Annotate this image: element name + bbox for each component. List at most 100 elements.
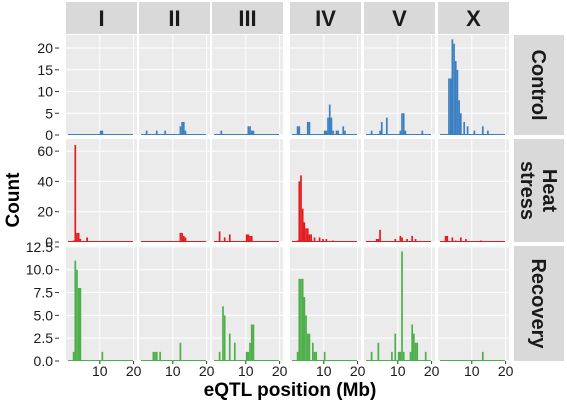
facet-panel bbox=[364, 139, 435, 243]
histogram-bar bbox=[152, 351, 155, 361]
y-tick-label: 0 bbox=[45, 127, 53, 143]
x-axis-title: eQTL position (Mb) bbox=[204, 380, 377, 401]
histogram-bar bbox=[300, 278, 302, 361]
histogram-bar bbox=[159, 351, 161, 361]
histogram-bar bbox=[391, 351, 393, 361]
histogram-bar bbox=[402, 113, 405, 135]
column-strip-label: V bbox=[392, 6, 407, 31]
histogram-bar bbox=[406, 238, 408, 242]
facet-panel bbox=[438, 139, 509, 243]
facet-panel bbox=[66, 246, 137, 362]
histogram-bar bbox=[451, 39, 454, 135]
histogram-bar bbox=[473, 130, 476, 135]
histogram-bar bbox=[218, 351, 221, 361]
facet-panel bbox=[139, 246, 210, 362]
x-tick-label: 10 bbox=[464, 363, 480, 379]
row-strip-label: Control bbox=[527, 49, 549, 120]
row-strip-label-line: Heat bbox=[538, 169, 560, 213]
histogram-bar bbox=[296, 240, 299, 242]
panel-background bbox=[438, 246, 509, 361]
column-strip bbox=[364, 2, 435, 34]
histogram-bar bbox=[332, 240, 334, 242]
facet-panel bbox=[139, 35, 210, 136]
histogram-bar bbox=[306, 121, 309, 135]
histogram-bar bbox=[222, 306, 224, 361]
histogram-bar bbox=[402, 351, 405, 361]
x-tick-label: 20 bbox=[272, 363, 288, 379]
histogram-bar bbox=[377, 238, 380, 242]
histogram-bar bbox=[308, 121, 311, 135]
histogram-bar bbox=[298, 278, 301, 361]
facet-panel bbox=[364, 246, 435, 362]
histogram-bar bbox=[401, 113, 403, 135]
histogram-bar bbox=[245, 351, 248, 361]
histogram-bar bbox=[303, 222, 306, 242]
x-tick-label: 20 bbox=[350, 363, 366, 379]
x-tick-label: 10 bbox=[238, 363, 254, 379]
column-strip bbox=[290, 2, 361, 34]
histogram-bar bbox=[252, 130, 255, 135]
y-tick-label: 5 bbox=[45, 105, 53, 121]
histogram-bar bbox=[300, 175, 302, 242]
histogram-bar bbox=[337, 130, 340, 135]
histogram-bar bbox=[375, 238, 378, 242]
histogram-bar bbox=[454, 240, 457, 242]
histogram-bar bbox=[379, 130, 381, 135]
histogram-bar bbox=[401, 237, 403, 242]
histogram-bar bbox=[401, 251, 403, 361]
histogram-bar bbox=[245, 234, 248, 242]
facet-panel bbox=[290, 35, 361, 136]
facet-panel bbox=[212, 139, 283, 243]
facet-panel bbox=[438, 246, 509, 362]
histogram-bar bbox=[313, 351, 316, 361]
y-tick-label: 0.0 bbox=[34, 353, 54, 369]
histogram-bar bbox=[409, 351, 412, 361]
histogram-bar bbox=[182, 235, 185, 242]
panel-background bbox=[139, 139, 210, 242]
histogram-bar bbox=[72, 240, 75, 242]
histogram-bar bbox=[249, 235, 251, 242]
y-tick-label: 20 bbox=[37, 40, 53, 56]
histogram-bar bbox=[323, 130, 326, 135]
histogram-bar bbox=[377, 342, 380, 361]
facet-panel bbox=[66, 35, 137, 136]
row-strip-label-line: stress bbox=[516, 161, 538, 220]
histogram-bar bbox=[394, 238, 397, 242]
histogram-bar bbox=[79, 238, 82, 242]
y-tick-label: 10.0 bbox=[26, 262, 53, 278]
histogram-bar bbox=[218, 231, 221, 242]
x-tick-label: 20 bbox=[126, 363, 142, 379]
histogram-bar bbox=[330, 117, 333, 135]
histogram-bar bbox=[249, 126, 251, 135]
histogram-bar bbox=[305, 315, 307, 361]
facet-panel bbox=[66, 139, 137, 243]
y-tick-label: 12.5 bbox=[26, 239, 53, 255]
plot-area: I II III IV V XControl05101520Heatstress02040… bbox=[26, 2, 564, 379]
histogram-bar bbox=[487, 130, 489, 135]
panel-background bbox=[139, 35, 210, 135]
column-strip-label: IV bbox=[315, 6, 336, 31]
histogram-bar bbox=[325, 130, 328, 135]
histogram-bar bbox=[145, 130, 148, 135]
y-tick-label: 2.5 bbox=[34, 330, 54, 346]
histogram-bar bbox=[79, 287, 82, 361]
histogram-bar bbox=[228, 234, 231, 242]
panel-background bbox=[66, 139, 137, 242]
histogram-bar bbox=[249, 342, 251, 361]
histogram-bar bbox=[247, 126, 250, 135]
column-strip-label: I bbox=[98, 6, 104, 31]
histogram-bar bbox=[301, 208, 304, 242]
facet-panel bbox=[364, 35, 435, 136]
histogram-bar bbox=[379, 229, 381, 242]
histogram-bar bbox=[223, 315, 226, 361]
column-strip-label: X bbox=[466, 6, 481, 31]
x-tick-label: 10 bbox=[165, 363, 181, 379]
column-strip bbox=[66, 2, 137, 34]
histogram-bar bbox=[454, 61, 457, 135]
histogram-bar bbox=[233, 342, 236, 361]
histogram-bar bbox=[86, 237, 88, 242]
histogram-bar bbox=[296, 126, 299, 135]
histogram-bar bbox=[164, 130, 167, 135]
histogram-bar bbox=[179, 342, 182, 361]
